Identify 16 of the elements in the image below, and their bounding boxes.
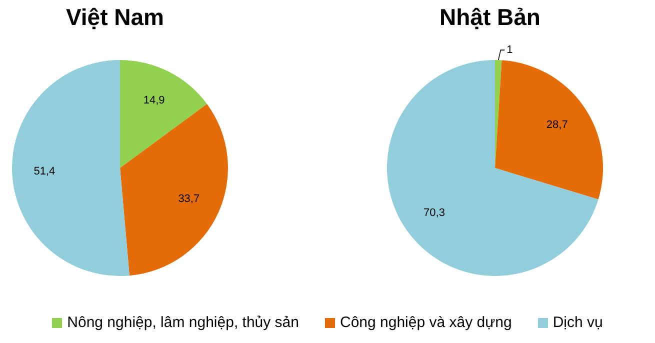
data-label: 51,4 [34,165,56,178]
data-label: 1 [506,44,513,56]
chart-title: Nhật Bản [438,4,542,31]
data-label: 33,7 [178,193,200,206]
legend-label: Nông nghiệp, lâm nghiệp, thủy sản [67,314,299,331]
data-label: 14,9 [143,94,165,107]
chart-title: Việt Nam [64,4,165,31]
data-label: 28,7 [546,118,568,131]
pie-slice [495,60,603,200]
pie-slice [120,104,228,276]
pie-slice [12,60,130,276]
pie-slice [120,60,207,168]
data-label: 70,3 [424,207,445,220]
pie-slice [387,60,598,276]
legend-label: Dịch vụ [552,314,603,331]
legend-label: Công nghiệp và xây dựng [340,314,512,331]
